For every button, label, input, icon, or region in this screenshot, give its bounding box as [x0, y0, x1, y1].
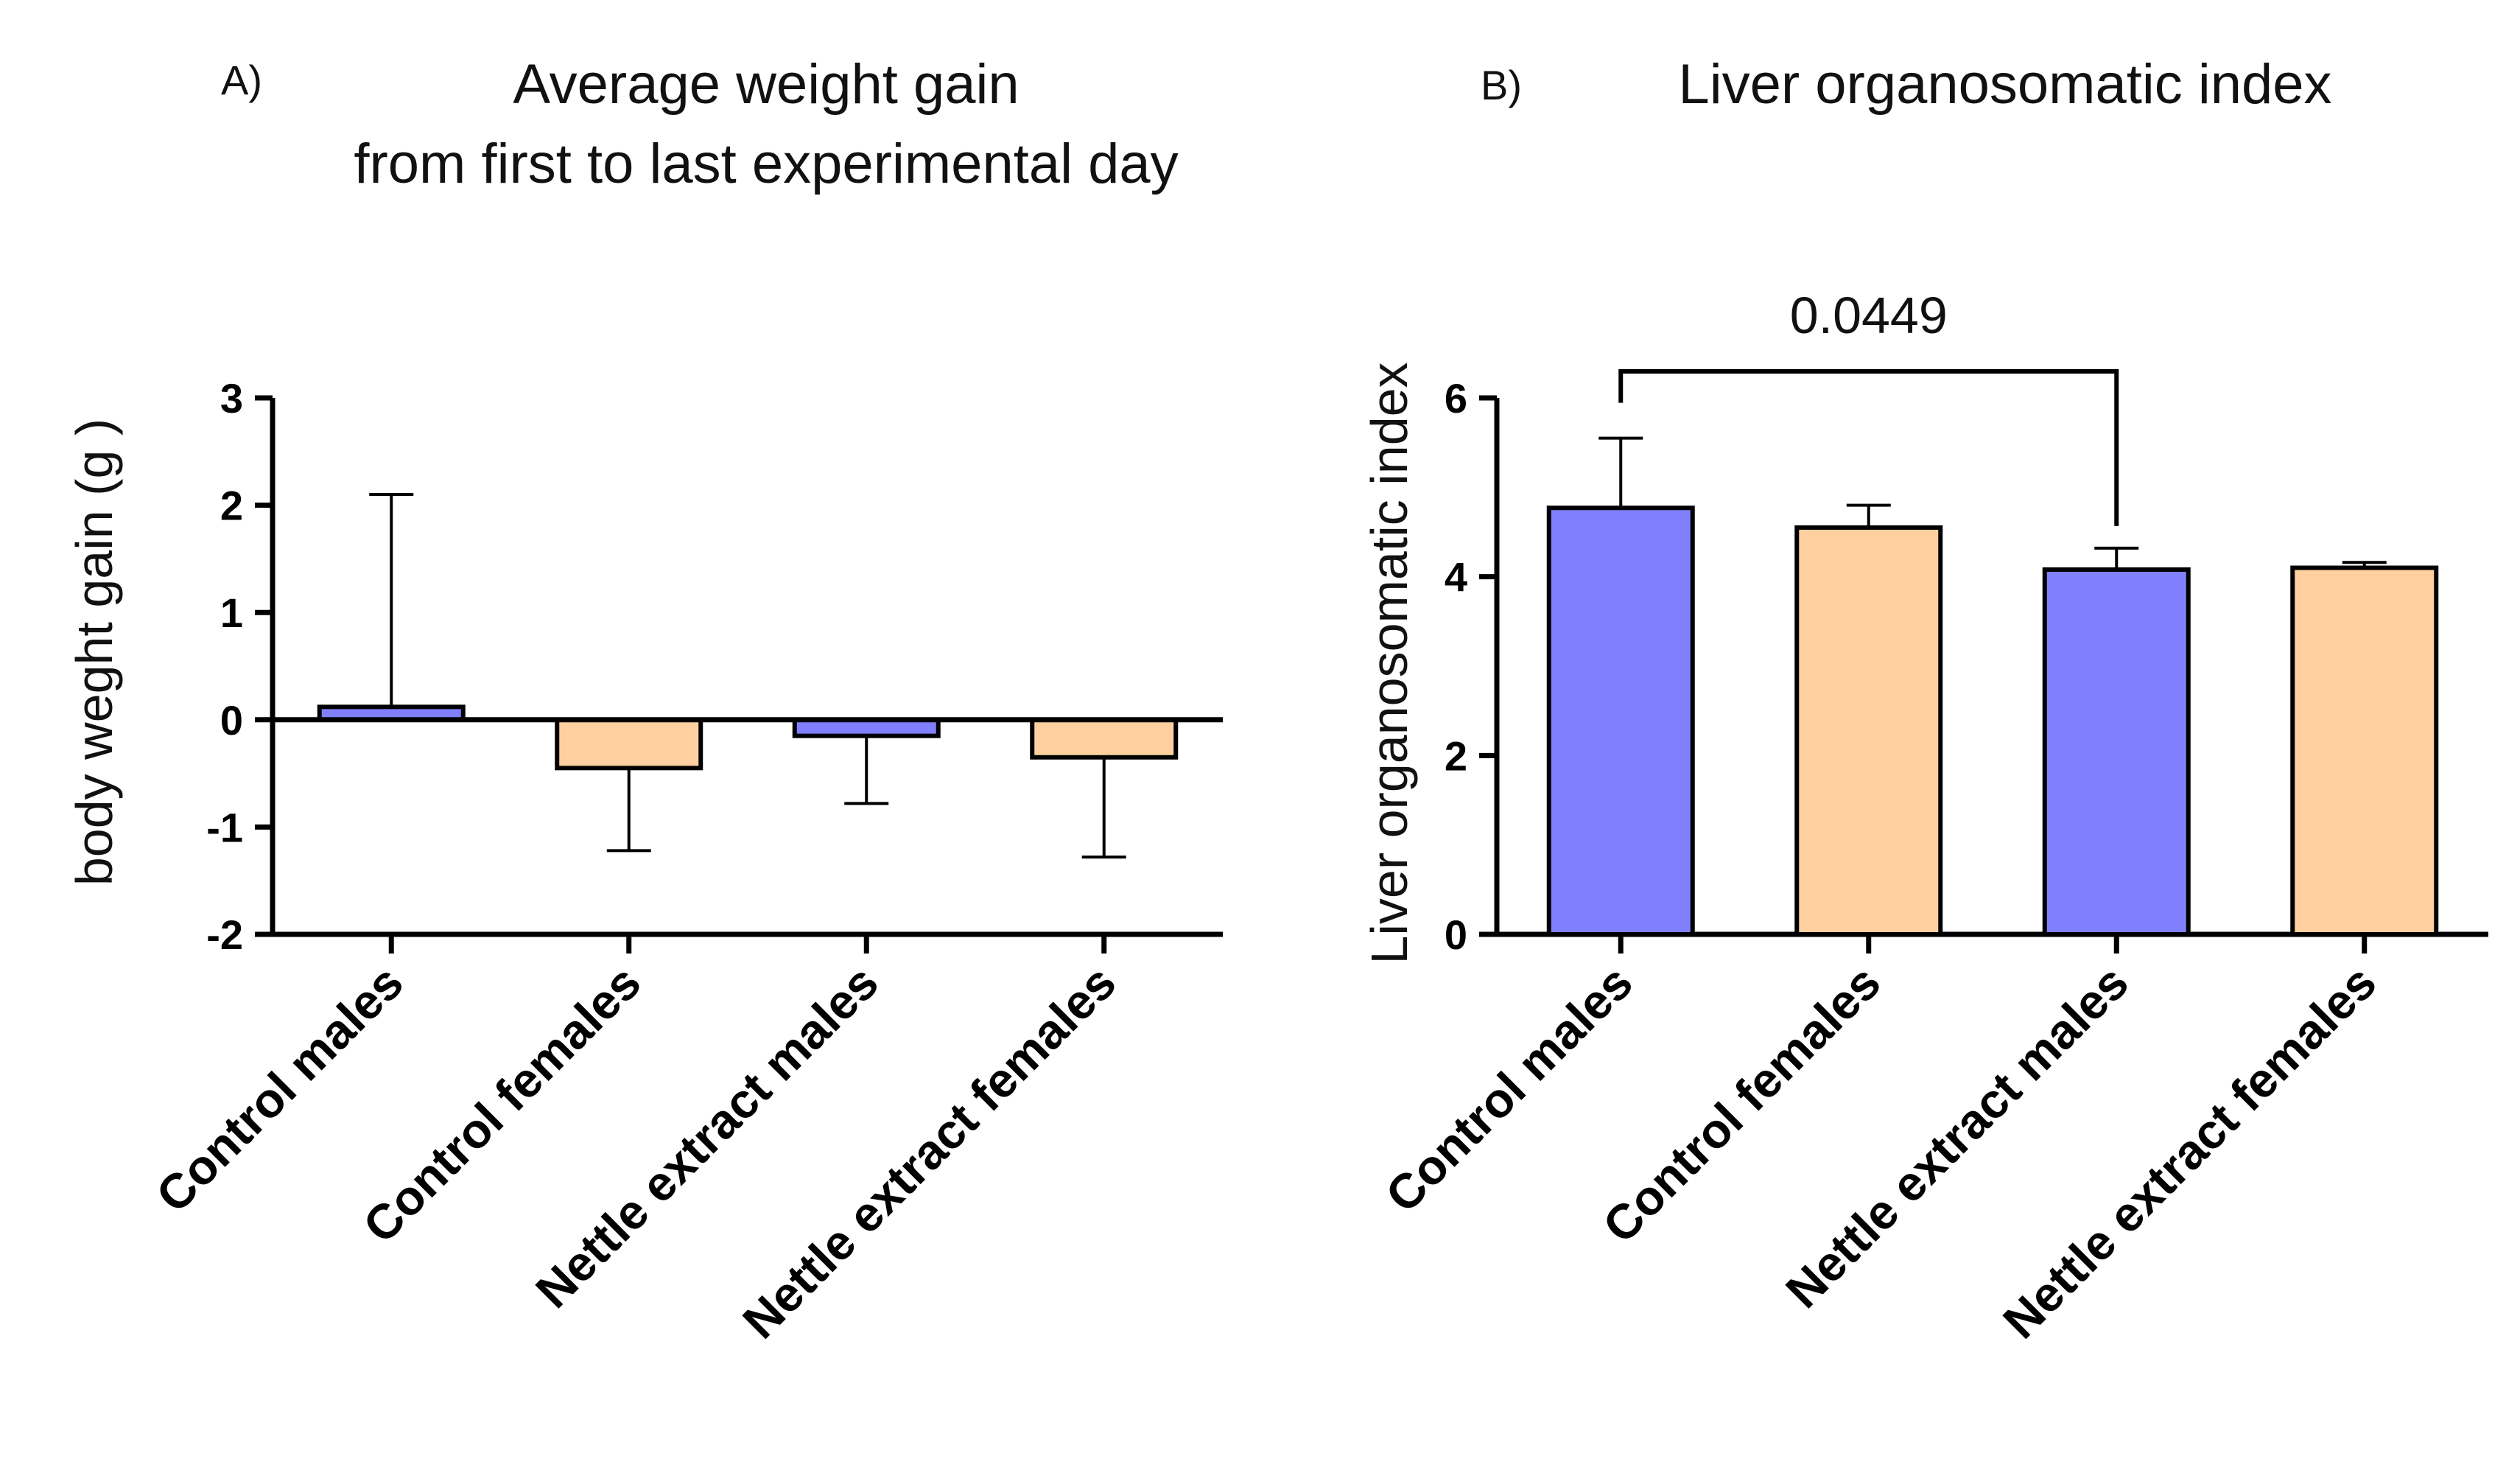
panel-b-x-tick-label: Control males: [1375, 955, 1643, 1223]
panel-b-bar: [1794, 525, 1943, 937]
panel-a-letter: A): [221, 57, 262, 103]
panel-a-title-line-1: Average weight gain: [513, 53, 1019, 116]
panel-b-title: Liver organosomatic index: [1678, 53, 2331, 116]
panel-a-weight-gain-chart: A) Average weight gain from first to las…: [66, 53, 1223, 1348]
panel-a-y-axis-label: body weght gain (g ): [66, 419, 123, 886]
panel-b-significance-label: 0.0449: [1790, 287, 1948, 344]
panel-a-x-tick-label: Control males: [146, 955, 414, 1223]
panel-a-bar: [555, 717, 703, 771]
panel-b-y-tick-label: 6: [1445, 375, 1467, 421]
panel-b-bar: [1546, 505, 1695, 937]
panel-a-y-tick-label: 2: [220, 483, 243, 529]
panel-b-liver-index-chart: B) Liver organosomatic index Liver organ…: [1361, 53, 2488, 1348]
panel-b-y-tick-label: 4: [1445, 554, 1467, 601]
panel-a-y-tick-label: -1: [206, 804, 243, 850]
panel-b-bar: [2042, 567, 2191, 937]
panel-a-y-tick-label: 3: [220, 375, 243, 421]
panel-a-y-tick-label: -2: [206, 912, 243, 958]
panel-a-bar: [1030, 717, 1179, 760]
panel-b-y-tick-label: 0: [1445, 912, 1467, 958]
panel-b-y-axis-label: Liver organosomatic index: [1361, 362, 1418, 964]
panel-b-letter: B): [1481, 62, 1522, 108]
panel-b-bar: [2290, 565, 2439, 937]
panel-a-y-tick-label: 0: [220, 697, 243, 744]
panel-b-significance-bracket: [1618, 369, 2119, 526]
panel-a-title-line-2: from first to last experimental day: [354, 133, 1178, 195]
panel-a-y-tick-label: 1: [220, 589, 243, 636]
panel-b-y-tick-label: 2: [1445, 732, 1467, 779]
